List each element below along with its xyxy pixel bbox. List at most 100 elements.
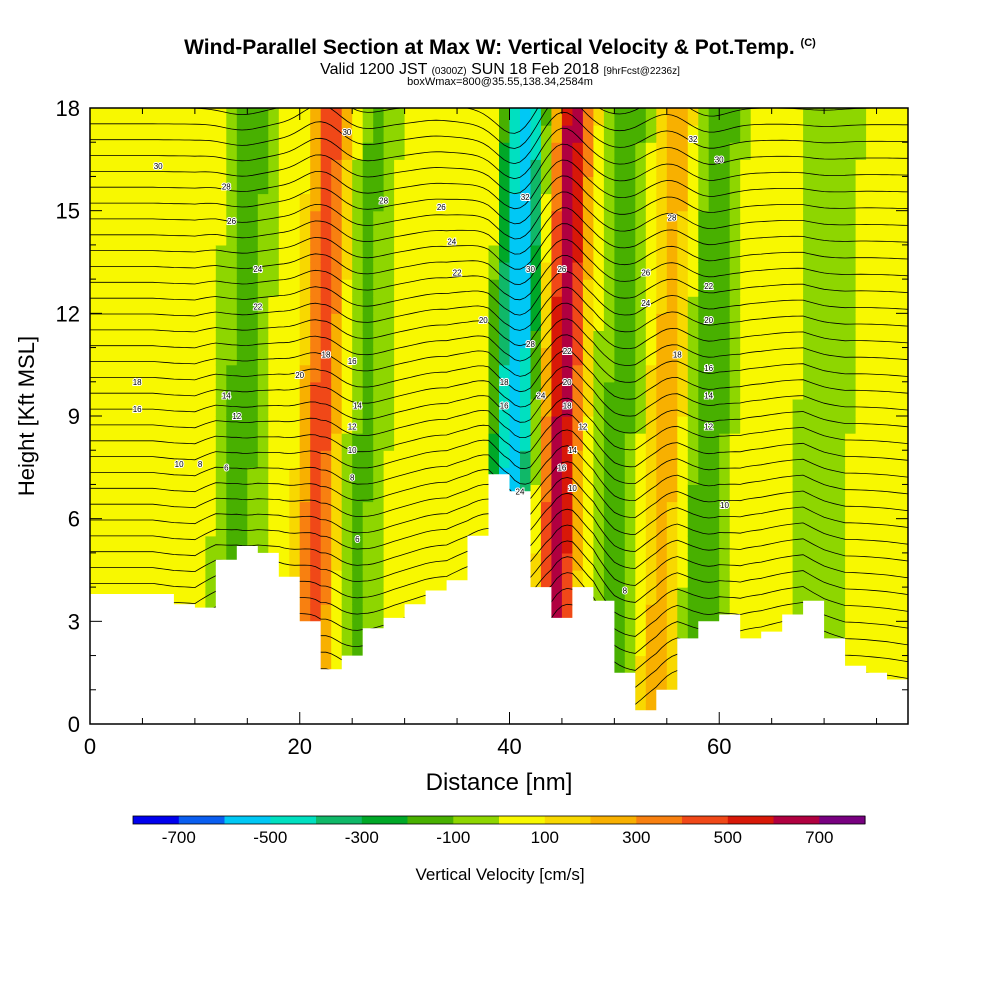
velocity-cell — [215, 142, 227, 160]
theta-label: 18 — [673, 350, 682, 359]
velocity-cell — [876, 244, 888, 263]
velocity-cell — [173, 227, 185, 246]
velocity-cell — [341, 125, 353, 143]
velocity-cell — [645, 108, 657, 126]
velocity-cell — [111, 262, 123, 280]
velocity-cell — [415, 227, 427, 246]
velocity-cell — [310, 227, 322, 246]
velocity-cell — [813, 193, 825, 212]
velocity-cell — [687, 433, 699, 451]
theta-label: 10 — [175, 460, 184, 469]
velocity-cell — [582, 552, 594, 571]
velocity-cell — [352, 159, 364, 177]
velocity-cell — [782, 364, 794, 383]
velocity-cell — [404, 364, 416, 383]
velocity-cell — [666, 501, 678, 520]
velocity-cell — [289, 398, 301, 417]
velocity-cell — [226, 535, 238, 554]
velocity-cell — [215, 416, 227, 434]
velocity-cell — [551, 587, 563, 605]
velocity-cell — [320, 570, 332, 588]
velocity-cell — [813, 416, 825, 434]
velocity-cell — [121, 347, 133, 366]
velocity-cell — [184, 433, 196, 451]
velocity-cell — [708, 501, 720, 520]
velocity-cell — [876, 108, 888, 126]
velocity-cell — [729, 279, 741, 297]
velocity-cell — [614, 125, 626, 143]
velocity-cell — [866, 108, 878, 126]
velocity-cell — [226, 244, 238, 263]
velocity-cell — [121, 279, 133, 297]
velocity-cell — [352, 433, 364, 451]
velocity-cell — [750, 125, 762, 143]
velocity-cell — [603, 450, 615, 468]
velocity-cell — [320, 330, 332, 349]
velocity-cell — [792, 570, 804, 588]
theta-label: 16 — [348, 357, 357, 366]
velocity-cell — [540, 364, 552, 383]
velocity-cell — [205, 518, 217, 537]
velocity-cell — [540, 484, 552, 503]
theta-contour-line — [90, 159, 908, 210]
velocity-cell — [425, 570, 437, 588]
velocity-cell — [362, 210, 374, 229]
velocity-cell — [624, 604, 636, 622]
velocity-cell — [666, 176, 678, 195]
velocity-cell — [215, 467, 227, 485]
velocity-cell — [509, 176, 521, 195]
velocity-cell — [561, 262, 573, 280]
velocity-cell — [100, 227, 112, 246]
velocity-cell — [436, 262, 448, 280]
velocity-cell — [782, 450, 794, 468]
velocity-cell — [436, 159, 448, 177]
velocity-cell — [687, 450, 699, 468]
velocity-cell — [551, 501, 563, 520]
theta-label: 30 — [342, 128, 351, 137]
velocity-cell — [614, 587, 626, 605]
velocity-cell — [551, 604, 563, 622]
velocity-cell — [792, 381, 804, 400]
velocity-cell — [142, 159, 154, 177]
velocity-cell — [656, 587, 668, 605]
velocity-cell — [593, 279, 605, 297]
theta-label: 26 — [437, 203, 446, 212]
velocity-cell — [603, 313, 615, 331]
velocity-cell — [866, 535, 878, 554]
velocity-cell — [666, 159, 678, 177]
velocity-cell — [331, 518, 343, 537]
velocity-cell — [729, 381, 741, 400]
velocity-cell — [163, 279, 175, 297]
theta-contour-line — [90, 366, 908, 417]
velocity-cell — [100, 176, 112, 195]
velocity-cell — [740, 176, 752, 195]
velocity-cell — [90, 570, 102, 588]
velocity-cell — [761, 125, 773, 143]
velocity-cell — [719, 381, 731, 400]
velocity-cell — [373, 552, 385, 571]
velocity-cell — [457, 279, 469, 297]
velocity-cell — [897, 638, 908, 657]
colorbar-swatch — [773, 816, 820, 824]
velocity-cell — [289, 313, 301, 331]
velocity-cell — [750, 330, 762, 349]
velocity-cell — [551, 142, 563, 160]
velocity-cell — [142, 535, 154, 554]
velocity-cell — [320, 262, 332, 280]
velocity-cell — [100, 262, 112, 280]
velocity-cell — [90, 364, 102, 383]
colorbar-tick-label: -500 — [253, 828, 287, 847]
velocity-cell — [708, 262, 720, 280]
colorbar-swatch — [224, 816, 271, 824]
velocity-cell — [215, 193, 227, 212]
velocity-cell — [845, 638, 857, 657]
velocity-cell — [520, 279, 532, 297]
velocity-cell — [834, 125, 846, 143]
velocity-cell — [499, 193, 511, 212]
velocity-cell — [530, 262, 542, 280]
velocity-cell — [897, 587, 908, 605]
velocity-cell — [645, 518, 657, 537]
velocity-cell — [824, 193, 836, 212]
velocity-cell — [656, 279, 668, 297]
velocity-cell — [540, 193, 552, 212]
